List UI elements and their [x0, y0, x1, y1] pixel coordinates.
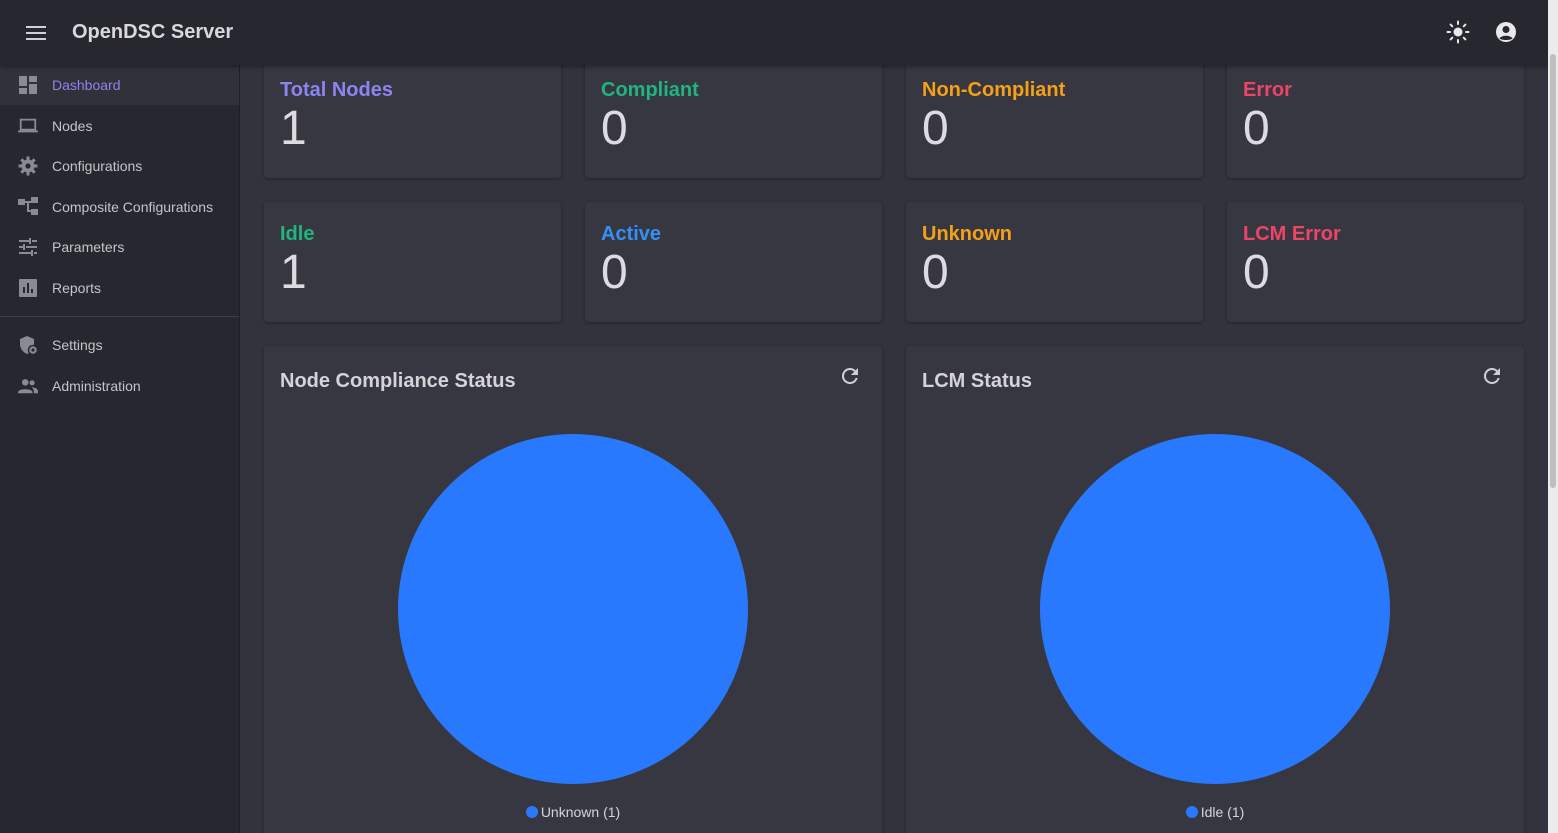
account-button[interactable]	[1486, 12, 1526, 52]
legend-label: Idle (1)	[1200, 804, 1245, 820]
legend-dot	[1185, 806, 1198, 818]
pie-slice-idle	[1040, 434, 1390, 784]
scrollbar-thumb[interactable]	[1550, 54, 1556, 488]
stat-card-idle: Idle 1	[264, 202, 561, 322]
sidebar-item-label: Parameters	[52, 239, 125, 256]
theme-toggle-button[interactable]	[1438, 12, 1478, 52]
stat-card-compliant: Compliant 0	[585, 55, 882, 178]
stat-label: Unknown	[922, 223, 1012, 245]
sidebar-divider	[0, 315, 239, 317]
sun-icon	[1446, 20, 1470, 44]
app-bar: OpenDSC Server	[0, 0, 1548, 65]
stat-value: 0	[601, 102, 628, 155]
sidebar-item-configurations[interactable]: Configurations	[0, 146, 239, 186]
chart-title: Node Compliance Status	[280, 370, 516, 392]
lcm-status-chart-card: LCM Status Idle (1)	[906, 346, 1524, 833]
stat-card-unknown: Unknown 0	[906, 202, 1203, 322]
stat-card-total-nodes: Total Nodes 1	[264, 55, 561, 178]
gear-icon	[18, 156, 38, 176]
chart-legend: Unknown (1)	[264, 804, 882, 820]
page-scrollbar[interactable]	[1548, 0, 1558, 833]
account-tree-icon	[18, 196, 38, 217]
sidebar-item-label: Dashboard	[52, 77, 121, 93]
stat-label: Idle	[280, 223, 315, 245]
shield-gear-icon	[18, 335, 38, 355]
legend-label: Unknown (1)	[540, 804, 621, 820]
node-compliance-chart-card: Node Compliance Status Unknown (1)	[264, 346, 882, 833]
stat-value: 1	[280, 102, 307, 155]
tune-icon	[18, 237, 38, 257]
stat-value: 0	[1243, 246, 1270, 299]
sidebar-item-label: Reports	[52, 279, 102, 296]
stat-card-error: Error 0	[1227, 55, 1524, 178]
sidebar-item-settings[interactable]: Settings	[0, 325, 239, 365]
menu-button[interactable]	[16, 13, 56, 53]
stat-card-active: Active 0	[585, 202, 882, 322]
sidebar-item-label: Nodes	[52, 117, 93, 134]
dashboard-icon	[18, 75, 38, 95]
sidebar-item-composite-configurations[interactable]: Composite Configurations	[0, 187, 239, 227]
sidebar-item-label: Settings	[52, 336, 103, 353]
app-title: OpenDSC Server	[72, 21, 234, 43]
sidebar-item-nodes[interactable]: Nodes	[0, 106, 239, 146]
account-circle-icon	[1496, 22, 1516, 42]
stat-value: 0	[922, 102, 949, 155]
sidebar-item-parameters[interactable]: Parameters	[0, 227, 239, 267]
stat-label: Total Nodes	[280, 79, 393, 101]
stat-label: Compliant	[601, 79, 699, 101]
pie-slice-unknown	[398, 434, 748, 784]
people-icon	[18, 376, 38, 396]
chart-title: LCM Status	[922, 370, 1032, 392]
sidebar-item-label: Configurations	[52, 158, 143, 175]
stat-value: 1	[280, 246, 307, 299]
stat-label: Non-Compliant	[922, 79, 1066, 101]
menu-icon	[26, 25, 46, 40]
sidebar-item-dashboard[interactable]: Dashboard	[0, 65, 239, 105]
stat-label: Active	[601, 223, 662, 245]
lcm-pie-svg	[1040, 434, 1390, 784]
sidebar-item-label: Composite Configurations	[52, 198, 214, 215]
bar-chart-icon	[18, 278, 38, 298]
stat-label: LCM Error	[1243, 223, 1341, 245]
chart-legend: Idle (1)	[906, 804, 1524, 820]
sidebar-item-reports[interactable]: Reports	[0, 268, 239, 308]
stat-label: Error	[1243, 79, 1292, 101]
laptop-icon	[18, 116, 38, 136]
compliance-pie-svg	[398, 434, 748, 784]
sidebar: Dashboard Nodes	[0, 65, 240, 833]
stat-value: 0	[601, 246, 628, 299]
dashboard-main: Total Nodes 1 Compliant 0 Non-Compliant …	[240, 55, 1548, 833]
sidebar-item-label: Administration	[52, 377, 141, 394]
stat-card-lcm-error: LCM Error 0	[1227, 202, 1524, 322]
stat-value: 0	[1243, 102, 1270, 155]
sidebar-item-administration[interactable]: Administration	[0, 366, 239, 406]
legend-dot	[525, 806, 538, 818]
stat-card-non-compliant: Non-Compliant 0	[906, 55, 1203, 178]
stat-value: 0	[922, 246, 949, 299]
